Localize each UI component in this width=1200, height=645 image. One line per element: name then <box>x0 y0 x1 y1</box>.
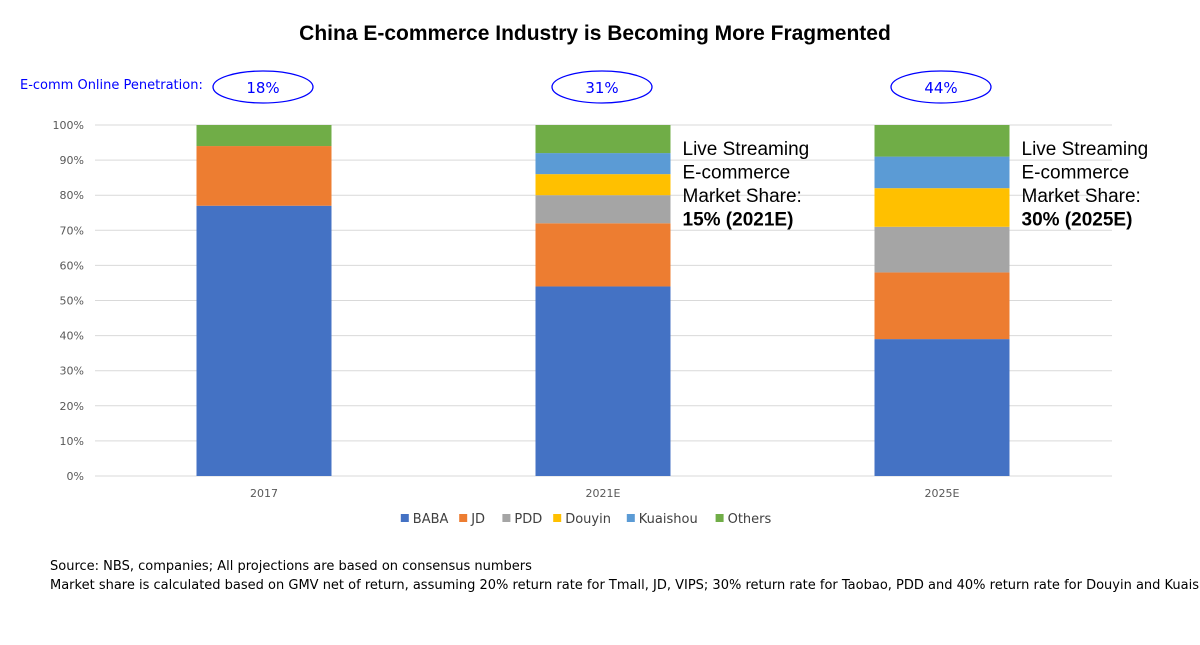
y-tick-label: 80% <box>60 189 84 202</box>
penetration-value: 44% <box>924 79 957 97</box>
bar-segment-baba-2017 <box>196 205 332 477</box>
legend-label-jd: JD <box>470 512 485 527</box>
bar-segment-jd-2025e <box>874 272 1010 340</box>
bar-segment-others-2021e <box>535 125 671 154</box>
annotation-line: Market Share: <box>683 186 802 207</box>
bar-segment-kuaishou-2025e <box>874 156 1010 189</box>
y-tick-label: 90% <box>60 154 84 167</box>
bar-segment-pdd-2025e <box>874 226 1010 273</box>
penetration-label: E-comm Online Penetration: <box>20 78 203 93</box>
annotation-line: Live Streaming <box>1022 139 1149 160</box>
penetration-oval <box>890 70 992 104</box>
legend-label-baba: BABA <box>413 512 449 527</box>
y-axis-ticks: 0% 10% 20% 30% 40% 50% 60% 70% 80% 90% 100% <box>53 119 84 483</box>
methodology-note: Market share is calculated based on GMV … <box>50 578 1200 593</box>
y-tick-label: 40% <box>60 330 84 343</box>
legend-label-kuaishou: Kuaishou <box>639 512 698 527</box>
annotation-line: Live Streaming <box>683 139 810 160</box>
x-axis-ticks: 2017 2021E 2025E <box>250 487 960 500</box>
y-tick-label: 20% <box>60 400 84 413</box>
legend-swatch-kuaishou <box>626 514 635 522</box>
annotation-line: E-commerce <box>1022 163 1130 184</box>
bar-segment-others-2017 <box>196 125 332 147</box>
legend-swatch-douyin <box>553 514 562 522</box>
penetration-value: 31% <box>585 79 618 97</box>
y-tick-label: 100% <box>53 119 84 132</box>
bar-segment-jd-2021e <box>535 223 671 287</box>
bar-segment-kuaishou-2021e <box>535 153 671 175</box>
penetration-values: 18% 31% 44% <box>212 70 992 104</box>
x-tick-label: 2025E <box>925 487 960 500</box>
x-tick-label: 2021E <box>586 487 621 500</box>
legend-label-others: Others <box>728 512 772 527</box>
bar-segment-douyin-2021e <box>535 174 671 196</box>
annotation-line: E-commerce <box>683 163 791 184</box>
annotation-value: 30% (2025E) <box>1022 210 1133 231</box>
legend-swatch-others <box>715 514 724 522</box>
bar-segment-jd-2017 <box>196 146 332 206</box>
annotation-line: Market Share: <box>1022 186 1141 207</box>
y-tick-label: 70% <box>60 224 84 237</box>
source-note: Source: NBS, companies; All projections … <box>50 559 532 574</box>
x-tick-label: 2017 <box>250 487 278 500</box>
bar-segment-others-2025e <box>874 125 1010 157</box>
y-tick-label: 10% <box>60 435 84 448</box>
y-tick-label: 60% <box>60 259 84 272</box>
legend-label-pdd: PDD <box>514 512 542 527</box>
bar-segment-baba-2025e <box>874 339 1010 476</box>
y-tick-label: 0% <box>67 470 84 483</box>
legend-swatch-pdd <box>502 514 511 522</box>
bars <box>196 125 1010 477</box>
bar-segment-pdd-2021e <box>535 195 671 224</box>
penetration-oval <box>212 70 314 104</box>
legend-label-douyin: Douyin <box>565 512 611 527</box>
y-tick-label: 30% <box>60 365 84 378</box>
annotation-value: 15% (2021E) <box>683 210 794 231</box>
legend-swatch-jd <box>459 514 468 522</box>
bar-segment-baba-2021e <box>535 286 671 476</box>
legend: BABA JD PDD Douyin Kuaishou Others <box>400 512 772 527</box>
chart-title: China E-commerce Industry is Becoming Mo… <box>299 22 891 45</box>
y-tick-label: 50% <box>60 295 84 308</box>
penetration-oval <box>551 70 653 104</box>
penetration-value: 18% <box>246 79 279 97</box>
legend-swatch-baba <box>400 514 409 522</box>
bar-segment-douyin-2025e <box>874 188 1010 227</box>
